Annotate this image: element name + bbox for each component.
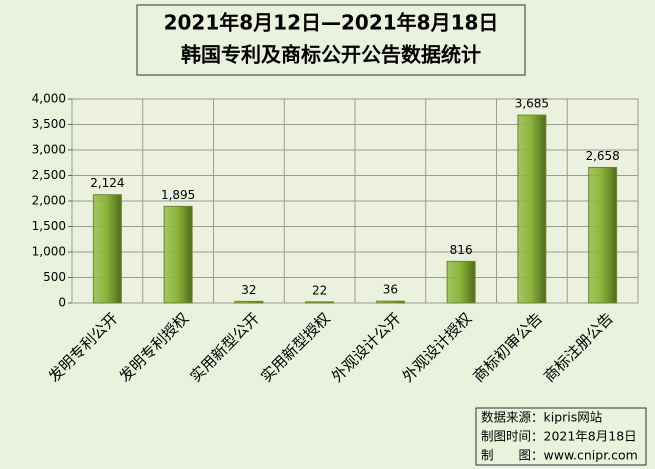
bar — [163, 205, 193, 304]
chart-title: 2021年8月12日—2021年8月18日 — [164, 11, 499, 35]
data-label: 2,124 — [90, 176, 124, 190]
y-tick-label: 4,000 — [32, 92, 66, 106]
y-tick-label: 2,000 — [32, 194, 66, 208]
source-text: 数据来源：kipris网站 — [481, 410, 602, 425]
y-tick-label: 500 — [43, 270, 66, 284]
bar — [375, 300, 405, 304]
bar — [305, 301, 335, 304]
bar — [92, 194, 122, 304]
source-text: 制 图：www.cnipr.com — [481, 448, 638, 463]
bar — [517, 114, 547, 304]
bar — [234, 300, 264, 304]
bar — [588, 166, 618, 304]
y-tick-label: 1,000 — [32, 245, 66, 259]
data-label: 2,658 — [585, 149, 619, 163]
source-box — [475, 407, 647, 466]
data-label: 3,685 — [515, 97, 549, 111]
data-label: 36 — [383, 283, 398, 297]
data-label: 816 — [450, 243, 473, 257]
y-tick-label: 3,500 — [32, 117, 66, 131]
y-tick-label: 2,500 — [32, 168, 66, 182]
y-tick-label: 0 — [58, 296, 66, 310]
source-text: 制图时间：2021年8月18日 — [481, 429, 637, 444]
data-label: 22 — [312, 283, 327, 297]
data-label: 32 — [241, 283, 256, 297]
title-box — [136, 4, 526, 76]
chart-title: 韩国专利及商标公开公告数据统计 — [181, 43, 481, 67]
data-label: 1,895 — [161, 188, 195, 202]
y-tick-label: 3,000 — [32, 143, 66, 157]
bar — [446, 260, 476, 304]
y-tick-label: 1,500 — [32, 219, 66, 233]
